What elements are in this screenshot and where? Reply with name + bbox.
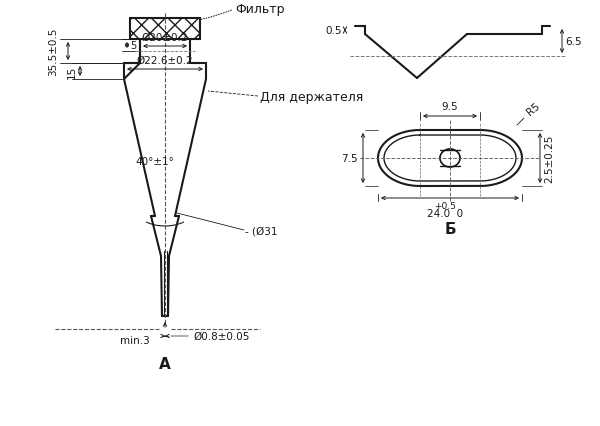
Text: +0.5: +0.5 (434, 201, 456, 210)
Text: min.3: min.3 (120, 335, 150, 345)
Text: А: А (159, 356, 171, 371)
Text: 6.5: 6.5 (565, 37, 581, 47)
Text: 24.0  0: 24.0 0 (427, 208, 463, 219)
Text: Фильтр: Фильтр (235, 3, 284, 15)
Text: Ø20±0.2: Ø20±0.2 (142, 33, 188, 43)
Text: 9.5: 9.5 (442, 102, 458, 112)
Text: Б: Б (444, 222, 456, 236)
Text: Ø0.8±0.05: Ø0.8±0.05 (193, 331, 250, 341)
Text: - (Ø31: - (Ø31 (245, 227, 277, 236)
Text: 2.5±0.25: 2.5±0.25 (544, 135, 554, 183)
Text: 5: 5 (130, 41, 136, 51)
Text: Ø22.6±0.2: Ø22.6±0.2 (137, 56, 193, 66)
Text: 7.5: 7.5 (341, 154, 358, 164)
Text: 40°±1°: 40°±1° (136, 157, 175, 167)
Text: 35.5±0.5: 35.5±0.5 (48, 28, 58, 76)
Text: 15: 15 (67, 65, 77, 78)
Bar (130, 19, 200, 40)
Bar (130, 19, 200, 40)
Text: R5: R5 (525, 101, 542, 118)
Text: Для держателя: Для держателя (260, 90, 363, 103)
Text: 0.5: 0.5 (326, 26, 342, 36)
